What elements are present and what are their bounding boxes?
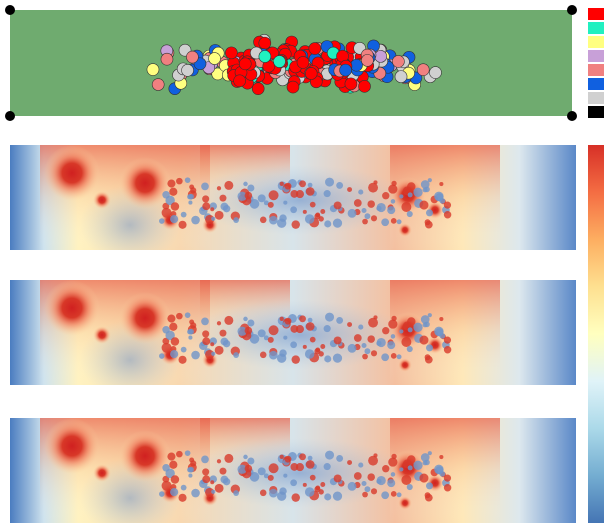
scatter-point [339,63,352,77]
legend-swatch [588,36,604,48]
legend-swatch [588,64,604,76]
scatter-point [258,36,272,50]
scatter-point [374,50,388,63]
scatter-point [304,67,318,80]
scatter-point [392,55,405,68]
corner [5,111,15,121]
corner [567,5,577,15]
corner-markers [5,5,577,121]
corner [5,5,15,15]
scatter-point [233,74,246,88]
scatter-point [258,50,272,63]
scatter-point [181,64,194,77]
heatmap [10,418,576,527]
scatter-point [273,55,286,68]
scatter-point [238,57,252,71]
scatter-point [208,52,221,65]
scatter-point [358,80,371,93]
scatter-points [146,34,442,95]
scatter-point [429,66,442,79]
scatter-point [361,54,374,67]
legend-swatch [588,92,604,104]
scatter-point [394,70,408,83]
color-legend [588,8,604,118]
scatter-point [416,63,430,76]
colorbar [588,145,604,523]
legend-swatch [588,8,604,20]
heatmap [10,145,576,265]
legend-swatch [588,106,604,118]
scatter-point [151,78,165,91]
scatter-point [251,82,265,95]
scatter-point [296,56,310,69]
scatter-point [146,63,160,76]
scatter-point [350,58,363,72]
scatter-point [308,42,322,55]
legend-swatch [588,50,604,62]
scatter-point [225,46,238,60]
heatmap [10,280,576,400]
scatter-point [286,80,300,94]
legend-swatch [588,22,604,34]
legend-swatch [588,78,604,90]
scatter-point [160,52,174,66]
corner [567,111,577,121]
scatter-point [186,50,199,64]
scatter-point [344,77,358,91]
